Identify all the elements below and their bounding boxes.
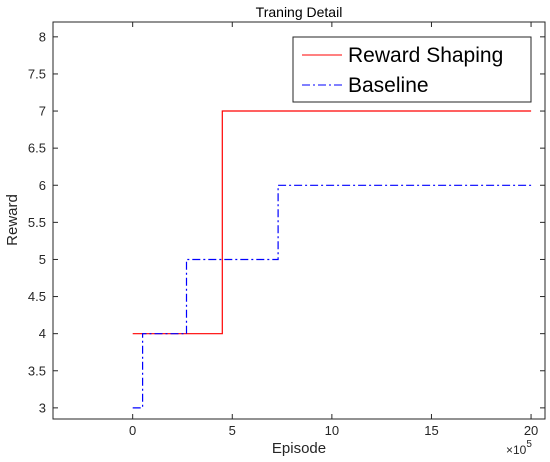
y-tick-label: 8 [39, 29, 46, 44]
legend: Reward Shaping Baseline [292, 36, 532, 103]
y-axis-label: Reward [4, 194, 21, 246]
y-tick-label: 6 [39, 178, 46, 193]
x-axis-label: Episode [272, 440, 326, 457]
x-tick-label: 10 [325, 423, 339, 438]
x-axis-exponent-base: ×10 [506, 443, 527, 457]
y-tick-label: 3.5 [28, 363, 46, 378]
y-tick-label: 7 [39, 104, 46, 119]
x-tick-label: 0 [129, 423, 136, 438]
y-tick-label: 4 [39, 326, 46, 341]
legend-label-reward-shaping: Reward Shaping [348, 44, 503, 67]
x-tick-label: 5 [229, 423, 236, 438]
series-line-baseline [132, 184, 532, 409]
y-tick-label: 6.5 [28, 141, 46, 156]
y-tick-label: 5.5 [28, 215, 46, 230]
legend-box [292, 36, 532, 103]
legend-label-baseline: Baseline [348, 74, 429, 97]
x-axis: 0 5 10 15 20 [129, 22, 538, 438]
chart-title: Traning Detail [256, 4, 343, 20]
y-tick-label: 5 [39, 252, 46, 267]
x-axis-exponent-power: 5 [526, 439, 532, 450]
y-axis: 3 3.5 4 4.5 5 5.5 6 6.5 7 7.5 8 [28, 29, 545, 415]
series-layer [132, 110, 532, 409]
x-axis-exponent: ×105 [506, 439, 532, 457]
y-tick-label: 7.5 [28, 66, 46, 81]
x-tick-label: 15 [424, 423, 438, 438]
y-tick-label: 3 [39, 400, 46, 415]
y-tick-label: 4.5 [28, 289, 46, 304]
x-tick-label: 20 [524, 423, 538, 438]
